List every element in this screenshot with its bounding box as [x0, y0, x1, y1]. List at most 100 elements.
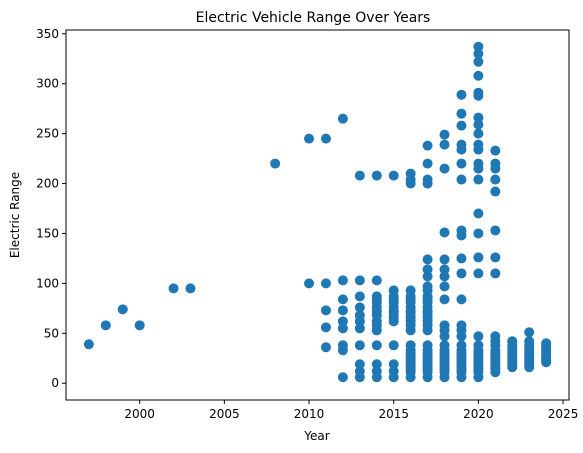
y-tick-label: 300 — [36, 77, 59, 91]
data-point — [354, 170, 365, 181]
data-point — [388, 170, 399, 181]
y-axis-label: Electric Range — [8, 172, 22, 258]
data-point — [456, 225, 467, 236]
data-point — [371, 359, 382, 370]
y-tick-label: 250 — [36, 127, 59, 141]
data-point — [473, 112, 484, 123]
data-point — [422, 281, 433, 292]
data-point — [439, 271, 450, 282]
data-points — [83, 41, 552, 383]
data-point — [524, 327, 535, 338]
data-point — [473, 48, 484, 59]
data-point — [473, 119, 484, 130]
data-point — [473, 87, 484, 98]
data-point — [337, 372, 348, 383]
data-point — [117, 304, 128, 315]
data-point — [320, 278, 331, 289]
data-point — [473, 70, 484, 81]
data-point — [337, 316, 348, 327]
data-point — [490, 225, 501, 236]
data-point — [490, 252, 501, 263]
y-tick-label: 100 — [36, 276, 59, 290]
data-point — [185, 283, 196, 294]
data-point — [388, 366, 399, 377]
data-point — [422, 158, 433, 169]
chart-title: Electric Vehicle Range Over Years — [196, 10, 431, 26]
data-point — [473, 56, 484, 67]
data-point — [490, 186, 501, 197]
data-point — [524, 336, 535, 347]
data-point — [439, 129, 450, 140]
x-tick-label: 2015 — [378, 407, 409, 421]
data-point — [371, 170, 382, 181]
data-point — [388, 285, 399, 296]
data-point — [456, 340, 467, 351]
data-point — [439, 294, 450, 305]
data-point — [371, 340, 382, 351]
data-point — [388, 359, 399, 370]
data-point — [473, 128, 484, 139]
data-point — [320, 322, 331, 333]
data-point — [354, 291, 365, 302]
data-point — [304, 278, 315, 289]
data-point — [337, 323, 348, 334]
data-point — [422, 254, 433, 265]
data-point — [473, 252, 484, 263]
data-point — [456, 253, 467, 264]
y-tick-label: 50 — [44, 326, 59, 340]
data-point — [422, 271, 433, 282]
data-point — [456, 89, 467, 100]
data-point — [422, 340, 433, 351]
data-point — [422, 140, 433, 151]
data-point — [541, 338, 552, 349]
data-point — [473, 174, 484, 185]
data-point — [456, 320, 467, 331]
data-point — [422, 264, 433, 275]
data-point — [371, 275, 382, 286]
data-point — [168, 283, 179, 294]
data-point — [456, 120, 467, 131]
data-point — [473, 41, 484, 52]
data-point — [490, 268, 501, 279]
y-axis-ticks: 0 50 100 150 200 250 300 350 — [36, 27, 66, 390]
data-point — [473, 139, 484, 150]
data-point — [100, 320, 111, 331]
data-point — [337, 305, 348, 316]
x-tick-label: 2010 — [294, 407, 325, 421]
data-point — [439, 163, 450, 174]
data-point — [405, 285, 416, 296]
data-point — [405, 340, 416, 351]
data-point — [490, 331, 501, 342]
y-tick-label: 150 — [36, 226, 59, 240]
data-point — [320, 305, 331, 316]
data-point — [439, 281, 450, 292]
data-point — [422, 174, 433, 185]
data-point — [439, 254, 450, 265]
data-point — [473, 208, 484, 219]
data-point — [337, 340, 348, 351]
data-point — [320, 342, 331, 353]
data-point — [337, 294, 348, 305]
x-tick-label: 2025 — [548, 407, 579, 421]
data-point — [456, 174, 467, 185]
data-point — [439, 227, 450, 238]
data-point — [456, 139, 467, 150]
data-point — [490, 174, 501, 185]
y-tick-label: 0 — [51, 376, 59, 390]
data-point — [270, 158, 281, 169]
data-point — [371, 291, 382, 302]
data-point — [354, 340, 365, 351]
data-point — [304, 133, 315, 144]
data-point — [405, 168, 416, 179]
data-point — [473, 331, 484, 342]
data-point — [456, 294, 467, 305]
y-tick-label: 350 — [36, 27, 59, 41]
data-point — [490, 158, 501, 169]
x-tick-label: 2005 — [209, 407, 240, 421]
data-point — [337, 113, 348, 124]
data-point — [371, 366, 382, 377]
data-point — [388, 340, 399, 351]
x-tick-label: 2020 — [463, 407, 494, 421]
